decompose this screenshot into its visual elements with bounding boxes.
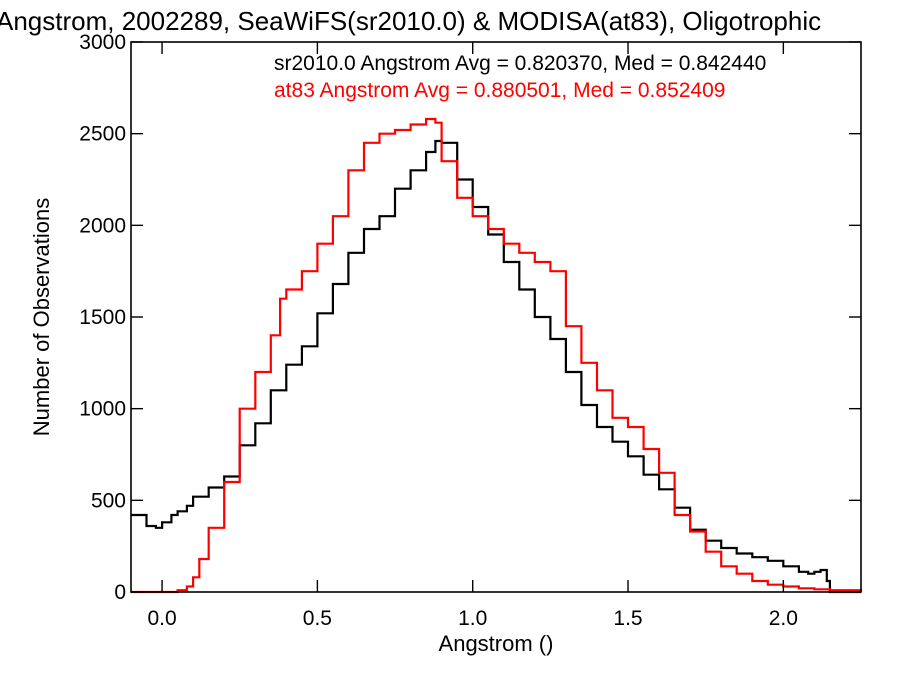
y-tick-label: 2500	[79, 123, 126, 146]
series-line-at83	[131, 117, 863, 594]
y-tick-label: 1500	[79, 306, 126, 329]
x-tick-label: 1.0	[458, 607, 487, 630]
legend-at83: at83 Angstrom Avg = 0.880501, Med = 0.85…	[274, 79, 725, 102]
y-axis-ticks: 0 500 1000 1500 2000 2500 3000	[79, 31, 861, 604]
plot-lines	[131, 117, 863, 594]
y-tick-label: 2000	[79, 214, 126, 237]
y-tick-label: 0	[114, 581, 126, 604]
y-tick-label: 500	[91, 489, 126, 512]
x-tick-label: 0.5	[303, 607, 332, 630]
x-tick-label: 1.5	[613, 607, 642, 630]
chart-title: Angstrom, 2002289, SeaWiFS(sr2010.0) & M…	[0, 6, 821, 36]
x-axis-ticks: 0.0 0.5 1.0 1.5 2.0	[147, 42, 798, 630]
y-tick-label: 3000	[79, 31, 126, 54]
y-axis-label: Number of Observations	[29, 198, 54, 436]
plot-frame	[130, 41, 862, 593]
y-tick-label: 1000	[79, 398, 126, 421]
x-axis-label: Angstrom ()	[439, 631, 554, 656]
legend-sr2010: sr2010.0 Angstrom Avg = 0.820370, Med = …	[274, 52, 766, 75]
x-tick-label: 2.0	[769, 607, 798, 630]
x-tick-label: 0.0	[147, 607, 176, 630]
series-line-sr2010.0	[131, 139, 861, 594]
